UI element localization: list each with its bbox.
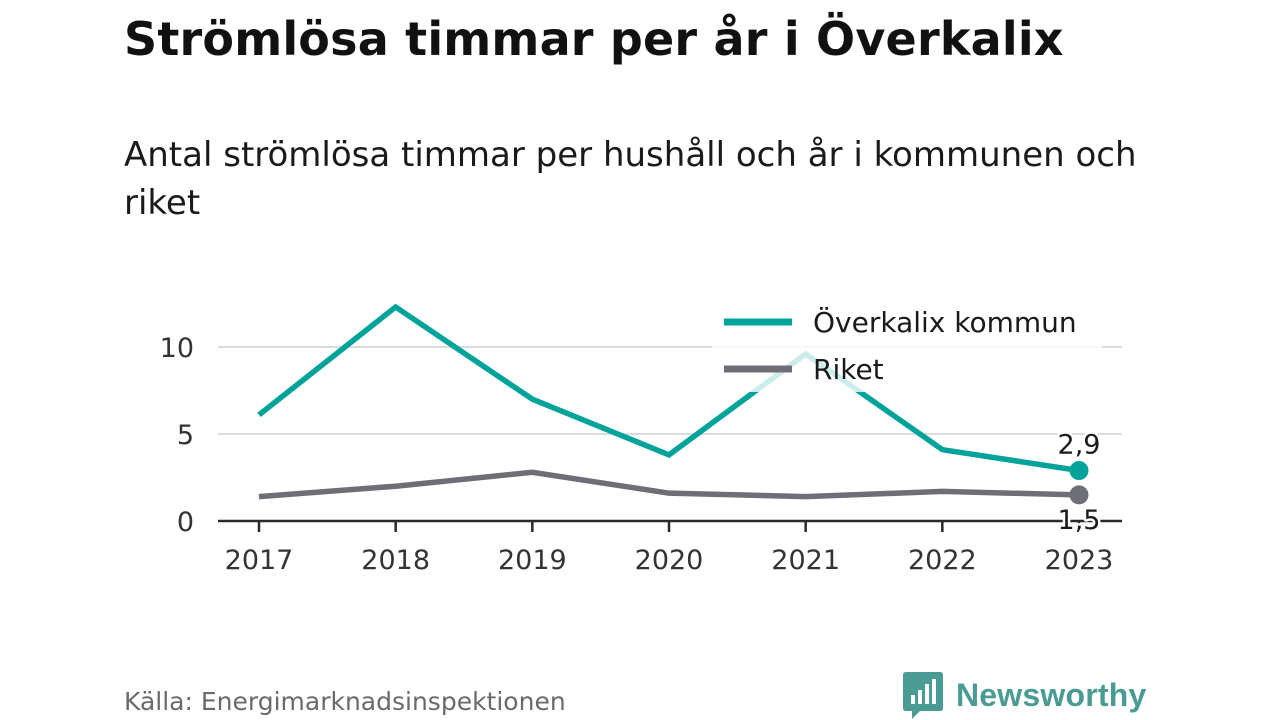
- end-value-label: 2,9: [1058, 430, 1101, 461]
- x-tick-label: 2022: [908, 545, 977, 576]
- newsworthy-logo-icon: [903, 672, 943, 719]
- series-end-marker: [1069, 461, 1089, 481]
- y-axis-ticks: 0 5 10: [160, 333, 194, 538]
- series-0: [257, 303, 1089, 481]
- y-tick-label: 0: [177, 507, 194, 538]
- legend-background: [712, 296, 1102, 392]
- x-tick-label: 2023: [1045, 545, 1114, 576]
- x-tick-label: 2017: [225, 545, 294, 576]
- chart-title: Strömlösa timmar per år i Överkalix: [124, 12, 1064, 66]
- x-tick-label: 2020: [635, 545, 704, 576]
- series-1: [258, 469, 1089, 505]
- x-tick-label: 2019: [498, 545, 567, 576]
- y-tick-label: 5: [177, 420, 194, 451]
- brand-logo: Newsworthy: [902, 670, 1146, 720]
- source-note: Källa: Energimarknadsinspektionen: [124, 687, 566, 716]
- x-axis-ticks: 2017 2018 2019 2020 2021 2022 2023: [225, 521, 1114, 576]
- brand-name: Newsworthy: [956, 676, 1147, 713]
- series-end-marker: [1069, 485, 1089, 505]
- y-tick-label: 10: [160, 333, 194, 364]
- end-value-label: 1,5: [1058, 505, 1101, 536]
- chart-legend: Överkalix kommun Riket: [712, 296, 1102, 392]
- legend-label: Överkalix kommun: [813, 305, 1077, 339]
- x-tick-label: 2018: [361, 545, 430, 576]
- legend-label: Riket: [813, 353, 884, 386]
- chart-subtitle: Antal strömlösa timmar per hushåll och å…: [124, 135, 1137, 223]
- end-labels: 2,9 1,5: [1055, 427, 1103, 538]
- x-tick-label: 2021: [771, 545, 840, 576]
- series-line: [258, 469, 1080, 500]
- series-lines: [257, 303, 1089, 505]
- series-line: [257, 303, 1080, 474]
